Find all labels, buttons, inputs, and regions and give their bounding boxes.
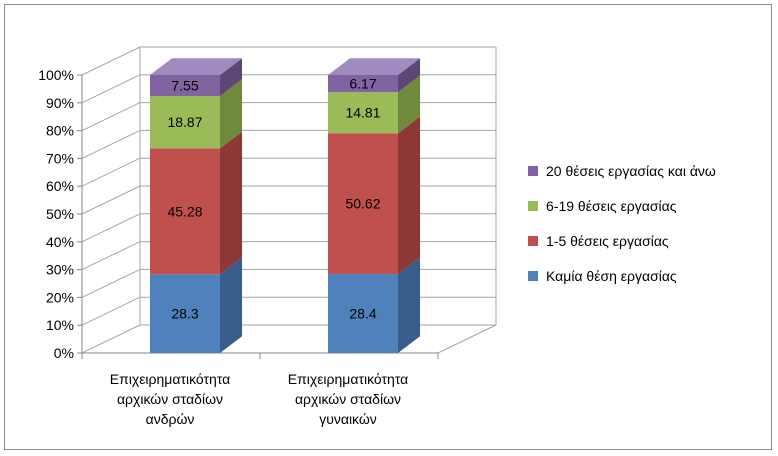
legend-label: 6-19 θέσεις εργασίας <box>546 198 677 214</box>
bar-segment <box>150 75 220 96</box>
gridline-side <box>81 129 141 159</box>
gridline-side <box>81 157 141 187</box>
gridline-side <box>81 213 141 243</box>
x-category-label: αρχικών σταδίων <box>295 391 401 407</box>
x-category-label: Επιχειρηματικότητα <box>288 371 409 387</box>
legend-swatch <box>528 236 538 246</box>
data-label: 18.87 <box>167 114 202 130</box>
bar-side-face <box>220 79 243 149</box>
x-category-label: αρχικών σταδίων <box>117 391 223 407</box>
bar-side-face <box>398 58 421 93</box>
bar-top-face <box>328 58 421 75</box>
y-tick-label: 90% <box>46 95 74 111</box>
data-label: 28.4 <box>349 306 376 322</box>
data-label: 50.62 <box>345 196 380 212</box>
gridline-side <box>81 46 141 76</box>
bar-side-face <box>220 257 243 353</box>
data-label: 6.17 <box>349 76 376 92</box>
y-tick-label: 20% <box>46 289 74 305</box>
gridline-side <box>81 296 141 326</box>
data-label: 45.28 <box>167 203 202 219</box>
y-tick-label: 100% <box>38 67 74 83</box>
legend-label: 20 θέσεις εργασίας και άνω <box>546 163 716 179</box>
y-tick-label: 50% <box>46 206 74 222</box>
bar-side-face <box>398 75 421 134</box>
x-category-label: γυναικών <box>319 411 377 427</box>
gridline-side <box>81 268 141 298</box>
y-tick-label: 30% <box>46 262 74 278</box>
gridline-side <box>81 102 141 132</box>
data-label: 7.55 <box>171 77 198 93</box>
legend-label: Καμία θέση εργασίας <box>546 268 677 284</box>
bar-segment <box>328 92 398 134</box>
bar-segment <box>150 148 220 275</box>
bar-side-face <box>398 257 421 353</box>
legend-swatch <box>528 271 538 281</box>
bar-segment <box>150 95 220 149</box>
bar-segment <box>328 274 398 353</box>
y-tick-label: 70% <box>46 150 74 166</box>
x-category-label: ανδρών <box>146 411 195 427</box>
bar-side-face <box>220 58 243 96</box>
y-tick-label: 10% <box>46 317 74 333</box>
bar-side-face <box>398 116 421 275</box>
bar-segment <box>150 274 220 353</box>
bar-side-face <box>220 131 243 275</box>
y-tick-label: 0% <box>54 345 74 361</box>
data-label: 28.3 <box>171 306 198 322</box>
gridline-side <box>81 74 141 104</box>
bar-segment <box>328 133 398 275</box>
gridline-side <box>81 185 141 215</box>
legend-swatch <box>528 166 538 176</box>
bar-segment <box>328 75 398 93</box>
y-tick-label: 60% <box>46 178 74 194</box>
floor-right-edge <box>437 324 497 354</box>
y-tick-label: 80% <box>46 123 74 139</box>
legend-label: 1-5 θέσεις εργασίας <box>546 233 669 249</box>
x-category-label: Επιχειρηματικότητα <box>110 371 231 387</box>
y-tick-label: 40% <box>46 234 74 250</box>
data-label: 14.81 <box>345 105 380 121</box>
bar-top-face <box>150 58 243 75</box>
gridline-side <box>81 241 141 271</box>
gridline-side <box>81 324 141 354</box>
legend-swatch <box>528 201 538 211</box>
